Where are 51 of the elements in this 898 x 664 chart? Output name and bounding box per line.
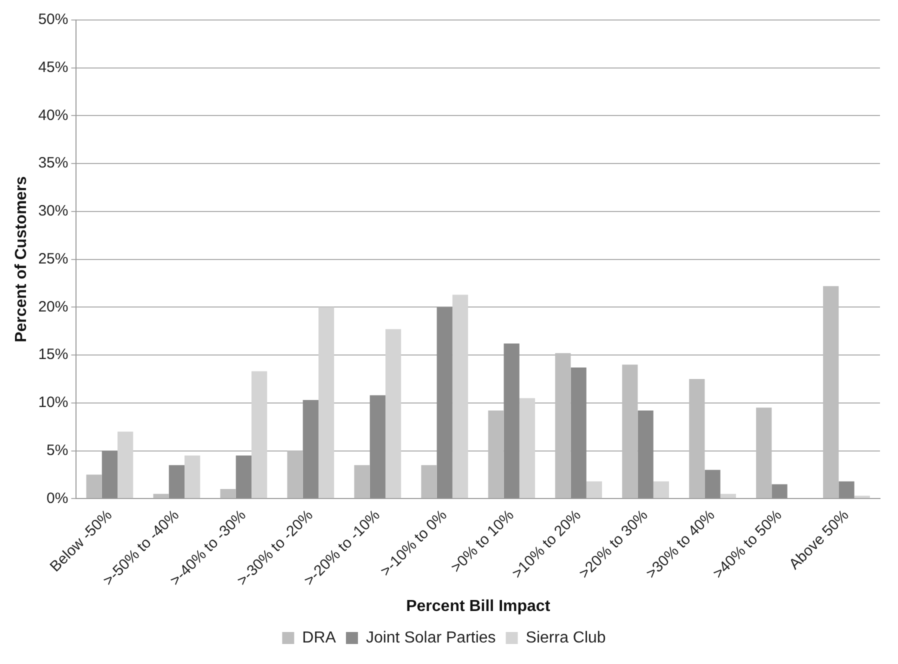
bar	[823, 286, 839, 498]
bar	[488, 410, 504, 498]
bar	[452, 294, 468, 498]
bar	[421, 465, 437, 498]
y-tick-label: 25%	[38, 250, 68, 268]
legend-label: Joint Solar Parties	[366, 629, 496, 646]
bar	[168, 465, 185, 498]
bar	[287, 450, 303, 498]
bar	[586, 481, 602, 498]
bar	[653, 481, 670, 498]
y-tick-label: 10%	[38, 394, 68, 412]
bar	[555, 353, 571, 498]
bar	[570, 367, 586, 498]
bar	[370, 395, 386, 498]
y-tick-label: 40%	[38, 106, 68, 124]
y-axis-title: Percent of Customers	[13, 176, 30, 342]
bar	[622, 364, 638, 498]
bar	[318, 307, 334, 498]
y-tick-label: 0%	[46, 490, 68, 507]
bar	[689, 378, 705, 498]
bar	[704, 470, 720, 498]
legend-label: Sierra Club	[526, 629, 606, 646]
bar	[854, 496, 870, 498]
y-tick-label: 45%	[38, 59, 68, 76]
y-tick-label: 20%	[38, 298, 68, 316]
legend-label: DRA	[302, 629, 336, 646]
bar	[638, 410, 654, 498]
bar	[504, 344, 520, 498]
bar	[756, 408, 772, 498]
bar	[102, 450, 118, 498]
y-tick-label: 30%	[38, 202, 68, 220]
bar	[118, 432, 134, 498]
y-tick-label: 5%	[46, 442, 68, 459]
bar	[220, 489, 236, 498]
bar	[720, 494, 736, 498]
bar	[838, 481, 854, 498]
bar	[436, 307, 452, 498]
bar	[251, 371, 268, 498]
bar	[302, 400, 318, 498]
bar	[86, 474, 102, 498]
bar	[519, 398, 536, 498]
y-tick-label: 35%	[38, 154, 68, 172]
y-tick-label: 15%	[38, 346, 68, 364]
bar	[236, 456, 252, 498]
y-tick-label: 50%	[38, 11, 68, 28]
bar	[772, 484, 788, 498]
bar	[385, 329, 402, 498]
bar	[354, 465, 370, 498]
x-axis-title: Percent Bill Impact	[406, 598, 551, 615]
bar	[153, 494, 169, 498]
bar	[184, 456, 200, 498]
